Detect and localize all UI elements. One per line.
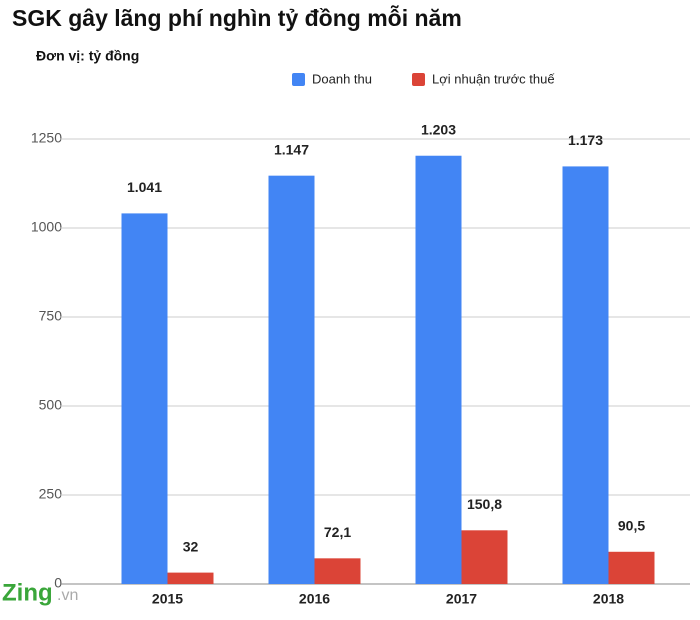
legend-label: Doanh thu [312,71,372,86]
bar [461,530,508,584]
legend-swatch [412,73,425,86]
data-label: 1.203 [421,121,456,137]
bar [608,551,655,584]
data-label: 150,8 [467,496,502,512]
y-tick-label: 1000 [31,219,62,235]
data-label: 90,5 [618,517,645,533]
watermark-brand: Zing [2,579,53,606]
bar [415,155,462,584]
bar [268,175,315,584]
legend-swatch [292,73,305,86]
chart-title: SGK gây lãng phí nghìn tỷ đồng mỗi năm [12,4,462,31]
watermark: Zing .vn [2,579,78,606]
data-label: 1.147 [274,141,309,157]
y-tick-label: 500 [39,397,63,413]
chart-subtitle: Đơn vị: tỷ đồng [36,48,139,64]
data-label: 72,1 [324,524,351,540]
bar [121,213,168,585]
y-tick-label: 750 [39,308,63,324]
x-tick-label: 2015 [152,591,183,607]
x-tick-label: 2017 [446,591,477,607]
watermark-suffix: .vn [57,587,78,604]
y-tick-label: 250 [39,486,63,502]
data-label: 32 [183,538,199,554]
data-label: 1.041 [127,179,162,195]
x-tick-label: 2016 [299,591,330,607]
bar [314,558,361,584]
y-tick-label: 0 [54,575,62,591]
x-tick-label: 2018 [593,591,624,607]
legend-label: Lợi nhuận trước thuế [432,71,555,86]
y-tick-label: 1250 [31,130,62,146]
data-label: 1.173 [568,132,603,148]
bar [562,166,609,585]
bar [167,572,214,584]
